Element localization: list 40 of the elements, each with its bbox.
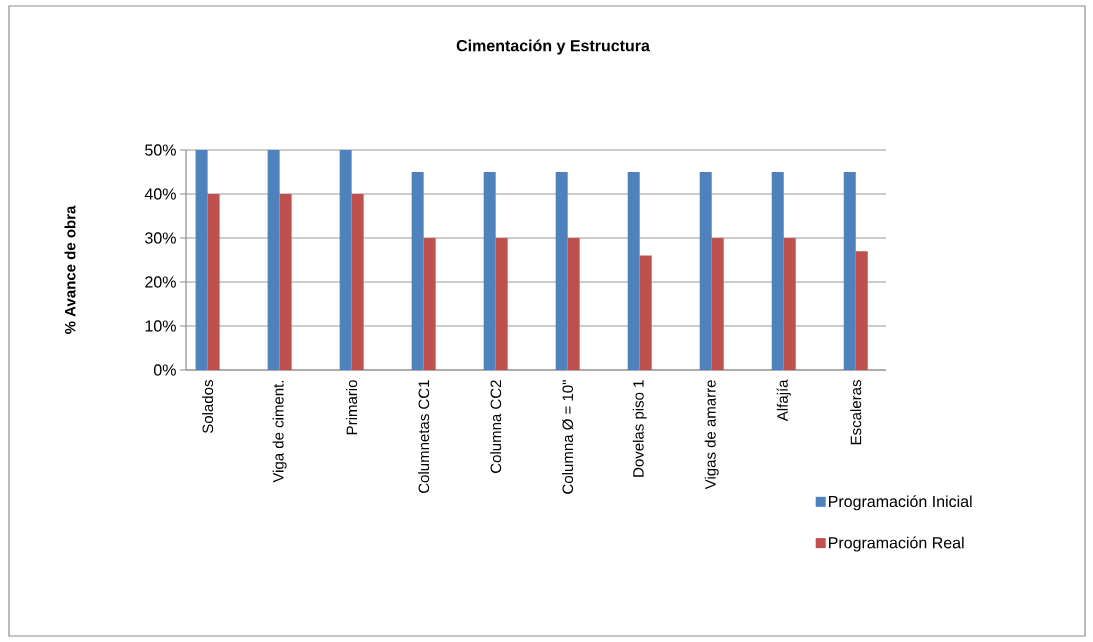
bar bbox=[711, 237, 724, 370]
x-tick-label: Vigas de amarre bbox=[704, 380, 719, 490]
chart-title: Cimentación y Estructura bbox=[456, 39, 650, 55]
bar bbox=[207, 194, 220, 370]
bar bbox=[627, 172, 640, 370]
x-tick-label: Columna CC2 bbox=[490, 380, 502, 473]
x-tick-label: Columna Ø = 10" bbox=[562, 380, 574, 494]
bar bbox=[639, 255, 652, 370]
y-tick-label: 30% bbox=[145, 232, 176, 244]
y-tick-label: 20% bbox=[145, 276, 176, 288]
bar bbox=[555, 172, 568, 370]
bar bbox=[699, 172, 712, 370]
x-tick-label: Viga de ciment. bbox=[272, 380, 287, 483]
y-tick-label: 0% bbox=[153, 364, 176, 376]
bar bbox=[567, 237, 580, 370]
x-tick-label: Solados bbox=[202, 380, 214, 434]
bar bbox=[855, 251, 868, 370]
y-tick-label: 10% bbox=[145, 320, 176, 332]
legend-label: Programación Inicial bbox=[829, 495, 972, 511]
y-tick-label: 50% bbox=[145, 144, 176, 156]
x-tick-label: Primario bbox=[346, 380, 358, 435]
bar bbox=[267, 150, 280, 370]
bar bbox=[771, 172, 784, 370]
y-tick-label: 40% bbox=[144, 188, 176, 200]
bar bbox=[411, 172, 424, 370]
bar bbox=[483, 172, 496, 370]
bar bbox=[339, 150, 352, 370]
y-axis-title: % Avance de obra bbox=[64, 205, 76, 334]
bar bbox=[351, 194, 364, 370]
bar bbox=[279, 194, 292, 370]
bar bbox=[195, 150, 208, 370]
x-tick-label: Escaleras bbox=[850, 380, 862, 445]
bar bbox=[495, 237, 508, 370]
bar bbox=[423, 237, 436, 370]
x-tick-label: Columnetas CC1 bbox=[418, 380, 430, 493]
bar bbox=[843, 172, 856, 370]
bar bbox=[783, 237, 796, 370]
x-tick-label: Alfajía bbox=[776, 379, 791, 422]
legend-label: Programación Real bbox=[829, 536, 964, 552]
x-tick-label: Dovelas piso 1 bbox=[632, 380, 647, 477]
